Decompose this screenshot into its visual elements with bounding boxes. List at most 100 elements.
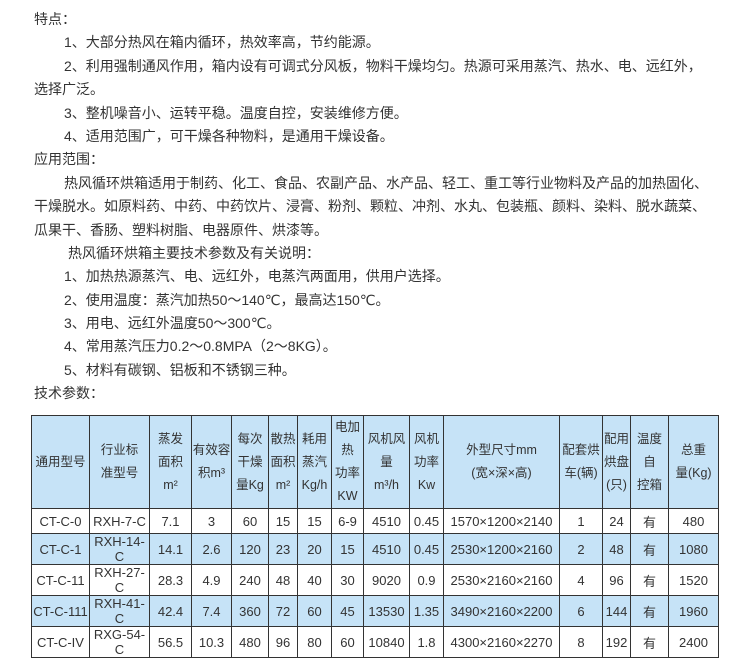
table-cell: CT-C-IV bbox=[31, 626, 90, 658]
column-header: 有效容 积m³ bbox=[191, 415, 232, 509]
table-cell: 4.9 bbox=[191, 564, 232, 596]
feature-item: 3、整机噪音小、运转平稳。温度自控，安装维修方便。 bbox=[64, 104, 408, 121]
table-cell: 0.45 bbox=[409, 533, 444, 565]
table-cell: 8 bbox=[559, 626, 603, 658]
column-header: 总重 量(Kg) bbox=[668, 415, 719, 509]
table-cell: 4 bbox=[559, 564, 603, 596]
spec-item: 5、材料有碳钢、铝板和不锈钢三种。 bbox=[64, 361, 296, 378]
table-cell: 96 bbox=[268, 626, 298, 658]
feature-item: 1、大部分热风在箱内循环，热效率高，节约能源。 bbox=[64, 34, 380, 51]
tech-params-table: 通用型号 行业标 准型号 蒸发 面积 m² 有效容 积m³ 每次 干燥 量Kg 散热 面积 m² 耗用 蒸汽 K… bbox=[31, 415, 719, 658]
table-cell: RXH-27-C bbox=[89, 564, 150, 596]
column-header-line: 面积 bbox=[157, 454, 183, 469]
column-header-line: 有效容 bbox=[192, 443, 231, 457]
table-cell: 4300×2160×2270 bbox=[443, 626, 560, 658]
table-cell: 有 bbox=[630, 508, 669, 534]
application-heading: 应用范围： bbox=[34, 151, 104, 168]
table-cell: 有 bbox=[630, 595, 669, 627]
table-cell: 10.3 bbox=[191, 626, 232, 658]
table-cell: 有 bbox=[630, 533, 669, 565]
spec-item: 3、用电、远红外温度50～300℃。 bbox=[64, 315, 281, 332]
table-cell: 15 bbox=[297, 508, 332, 534]
tech-heading: 技术参数： bbox=[34, 385, 104, 402]
column-header: 配用 烘盘 (只) bbox=[602, 415, 631, 509]
spec-item: 4、常用蒸汽压力0.2～0.8MPA（2～8KG）。 bbox=[64, 338, 337, 355]
table-cell: 0.45 bbox=[409, 508, 444, 534]
table-cell: 20 bbox=[297, 533, 332, 565]
table-cell: 60 bbox=[231, 508, 269, 534]
column-header-line: 干燥 bbox=[237, 454, 263, 469]
table-cell: 30 bbox=[331, 564, 364, 596]
column-header-line: 蒸汽 bbox=[301, 454, 327, 469]
table-row: CT-C-IV RXG-54-C 56.5 10.3 480 96 80 60 10840 1.8… bbox=[31, 626, 719, 658]
table-cell: CT-C-11 bbox=[31, 564, 90, 596]
table-cell: 3 bbox=[191, 508, 232, 534]
table-cell: RXH-14-C bbox=[89, 533, 150, 565]
feature-item: 2、利用强制通风作用，箱内设有可调式分风板，物料干燥均匀。热源可采用蒸汽、热水、… bbox=[64, 57, 702, 74]
table-cell: 有 bbox=[630, 564, 669, 596]
table-cell: 15 bbox=[331, 533, 364, 565]
table-cell: 2400 bbox=[668, 626, 719, 658]
document-body: 特点： 1、大部分热风在箱内循环，热效率高，节约能源。 2、利用强制通风作用，箱… bbox=[34, 8, 724, 406]
spec-item: 1、加热热源蒸汽、电、远红外，电蒸汽两面用，供用户选择。 bbox=[64, 268, 450, 285]
column-header-line: (只) bbox=[606, 477, 627, 492]
table-cell: 24 bbox=[602, 508, 631, 534]
column-header: 每次干燥量Kg bbox=[231, 415, 269, 509]
table-row: CT-C-1 RXH-14-C 14.1 2.6 120 23 20 15 4510 0.45 25… bbox=[31, 533, 719, 565]
table-cell: 14.1 bbox=[149, 533, 192, 565]
table-row: CT-C-111 RXH-41-C 42.4 7.4 360 72 60 45 13530 1.3… bbox=[31, 595, 719, 627]
column-header-line: 功率 bbox=[413, 454, 439, 469]
table-cell: 6-9 bbox=[331, 508, 364, 534]
table-cell: RXH-41-C bbox=[89, 595, 150, 627]
column-header-line: (宽×深×高) bbox=[471, 466, 532, 480]
column-header-line: 功率 bbox=[334, 466, 360, 480]
column-header-line: 量(Kg) bbox=[675, 466, 712, 480]
table-cell: 144 bbox=[602, 595, 631, 627]
table-cell: 1080 bbox=[668, 533, 719, 565]
column-header-line: 耗用 bbox=[301, 431, 327, 446]
table-cell: CT-C-111 bbox=[31, 595, 90, 627]
table-cell: 3490×2160×2200 bbox=[443, 595, 560, 627]
column-header-line: KW bbox=[337, 489, 358, 503]
column-header-line: Kg/h bbox=[301, 477, 328, 492]
column-header-line: 蒸发 bbox=[157, 431, 183, 446]
table-header-row: 通用型号 行业标 准型号 蒸发 面积 m² 有效容 积m³ 每次 干燥 量Kg 散热 面积 m² 耗用 蒸汽 K… bbox=[31, 415, 719, 509]
table-cell: CT-C-0 bbox=[31, 508, 90, 534]
column-header: 风机风量 m³/h bbox=[363, 415, 410, 509]
column-header: 温度自 控箱 bbox=[630, 415, 669, 509]
table-cell: 480 bbox=[231, 626, 269, 658]
table-cell: 1570×1200×2140 bbox=[443, 508, 560, 534]
table-cell: 1 bbox=[559, 508, 603, 534]
column-header: 耗用蒸汽 Kg/h bbox=[297, 415, 332, 509]
table-row: CT-C-0 RXH-7-C 7.1 3 60 15 15 6-9 4510 0.45 1570×1… bbox=[31, 508, 719, 534]
table-cell: 60 bbox=[297, 595, 332, 627]
table-cell: RXH-7-C bbox=[89, 508, 150, 534]
table-cell: 13530 bbox=[363, 595, 410, 627]
table-cell: 28.3 bbox=[149, 564, 192, 596]
table-cell: 1960 bbox=[668, 595, 719, 627]
specs-heading: 热风循环烘箱主要技术参数及有关说明： bbox=[68, 244, 320, 261]
table-cell: 4510 bbox=[363, 508, 410, 534]
column-header-line: 外型尺寸mm bbox=[466, 443, 537, 457]
column-header-line: 每次 bbox=[237, 431, 263, 446]
table-cell: 48 bbox=[268, 564, 298, 596]
table-cell: 192 bbox=[602, 626, 631, 658]
table-cell: 240 bbox=[231, 564, 269, 596]
column-header: 电加热 功率 KW bbox=[331, 415, 364, 509]
column-header-line: 温度自 bbox=[636, 431, 662, 469]
table-cell: 48 bbox=[602, 533, 631, 565]
table-cell: 1520 bbox=[668, 564, 719, 596]
table-cell: 4510 bbox=[363, 533, 410, 565]
table-cell: 23 bbox=[268, 533, 298, 565]
table-cell: 120 bbox=[231, 533, 269, 565]
table-cell: 96 bbox=[602, 564, 631, 596]
column-header-line: 散热 bbox=[270, 431, 296, 446]
column-header-line: m² bbox=[275, 477, 291, 492]
table-cell: 2530×2160×2160 bbox=[443, 564, 560, 596]
column-header-line: m³/h bbox=[374, 477, 399, 492]
column-header-line: 量Kg bbox=[236, 477, 264, 492]
table-cell: 360 bbox=[231, 595, 269, 627]
table-cell: 2 bbox=[559, 533, 603, 565]
table-cell: 42.4 bbox=[149, 595, 192, 627]
table-cell: 有 bbox=[630, 626, 669, 658]
